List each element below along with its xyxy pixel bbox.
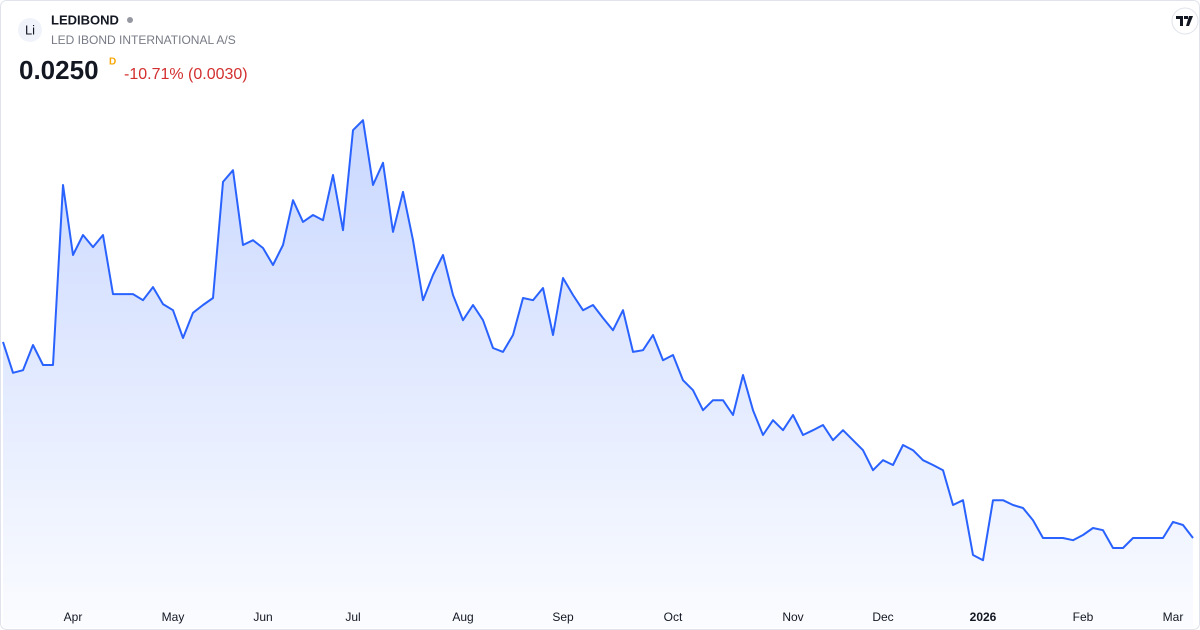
x-tick-label: May	[162, 610, 185, 624]
area	[3, 120, 1193, 628]
price: 0.0250	[19, 55, 99, 85]
x-tick-label: 2026	[970, 610, 997, 624]
ticker: LEDIBOND	[51, 12, 119, 27]
x-tick-label: Jul	[345, 610, 360, 624]
logo-circle	[18, 18, 42, 42]
x-tick-label: Apr	[64, 610, 83, 624]
price-line	[2, 119, 1194, 562]
logo-text: Li	[25, 22, 35, 37]
x-tick-label: Mar	[1163, 610, 1184, 624]
status-dot	[127, 17, 133, 23]
price-flag: D	[109, 57, 116, 68]
company-name: LED IBOND INTERNATIONAL A/S	[51, 33, 236, 47]
x-tick-label: Jun	[253, 610, 272, 624]
x-tick-label: Sep	[552, 610, 574, 624]
tv-logo	[1171, 7, 1199, 35]
x-tick-label: Oct	[664, 610, 683, 624]
x-tick-label: Dec	[872, 610, 893, 624]
x-tick-label: Nov	[782, 610, 803, 624]
price-change: -10.71% (0.0030)	[124, 66, 248, 83]
x-tick-label: Aug	[452, 610, 473, 624]
x-tick-label: Feb	[1073, 610, 1094, 624]
